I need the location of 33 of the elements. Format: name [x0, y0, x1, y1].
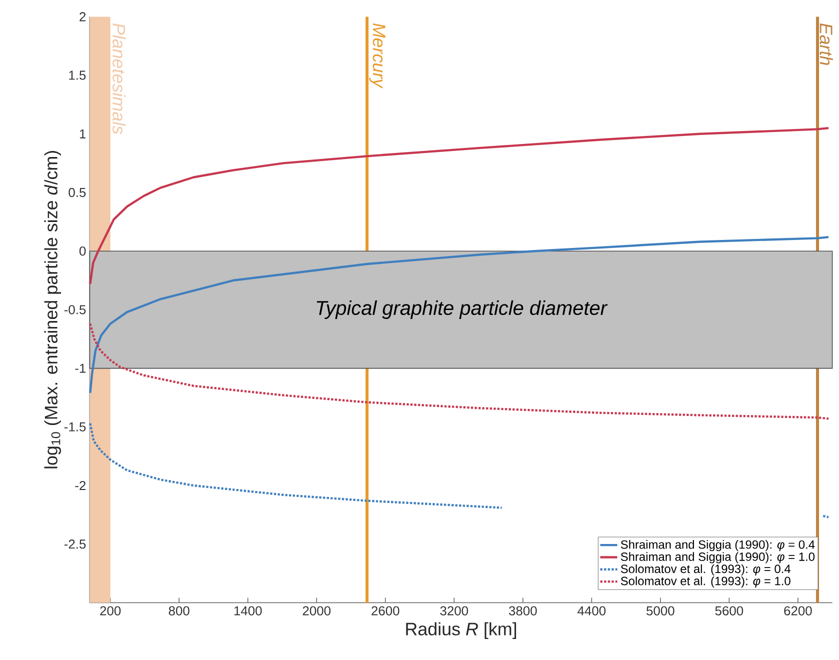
x-tick-label: 800 [168, 606, 190, 616]
x-tick-label: 5000 [646, 606, 674, 616]
x-axis-title: Radius R [km] [406, 622, 516, 639]
x-tick-label: 3200 [440, 606, 468, 616]
line-series [89, 322, 830, 420]
x-tick-label: 1400 [234, 606, 262, 616]
x-tick-label: 6200 [784, 606, 812, 616]
y-tick-label: 0 [79, 246, 86, 256]
legend-label: Solomatov et al. (1993): φ = 0.4 [620, 564, 790, 576]
band-label: Planetesimals [112, 23, 126, 134]
ref-line-label: Earth [820, 23, 833, 65]
y-tick-label: -0.5 [64, 305, 86, 314]
x-tick-label: 2600 [372, 606, 400, 616]
legend-label: Solomatov et al. (1993): φ = 1.0 [620, 576, 790, 588]
y-tick-label: -2.5 [64, 540, 86, 549]
x-tick-label: 200 [100, 606, 121, 616]
x-tick-label: 5600 [715, 606, 744, 616]
y-tick-label: 1 [80, 129, 86, 138]
y-tick-label: -2 [75, 480, 86, 490]
x-tick-label: 4400 [578, 606, 606, 616]
x-tick-label: 3800 [508, 606, 537, 616]
legend-label: Shraiman and Siggia (1990): φ = 1.0 [620, 552, 815, 564]
y-tick-label: -1.5 [64, 422, 86, 432]
x-tick-label: 2000 [302, 606, 331, 616]
y-tick-label: 2 [80, 12, 86, 22]
ref-line-label: Mercury [369, 23, 386, 89]
y-tick-label: -1 [75, 364, 86, 373]
y-tick-label: 0.5 [68, 188, 86, 198]
y-axis-title: log$_{10}$ (Max. entrained particle size d/cm) [44, 151, 62, 468]
y-tick-label: 1.5 [69, 70, 86, 80]
line-series [89, 236, 830, 394]
band-label: Typical graphite particle diameter [316, 300, 608, 319]
legend-label: Shraiman and Siggia (1990): φ = 0.4 [620, 540, 815, 552]
